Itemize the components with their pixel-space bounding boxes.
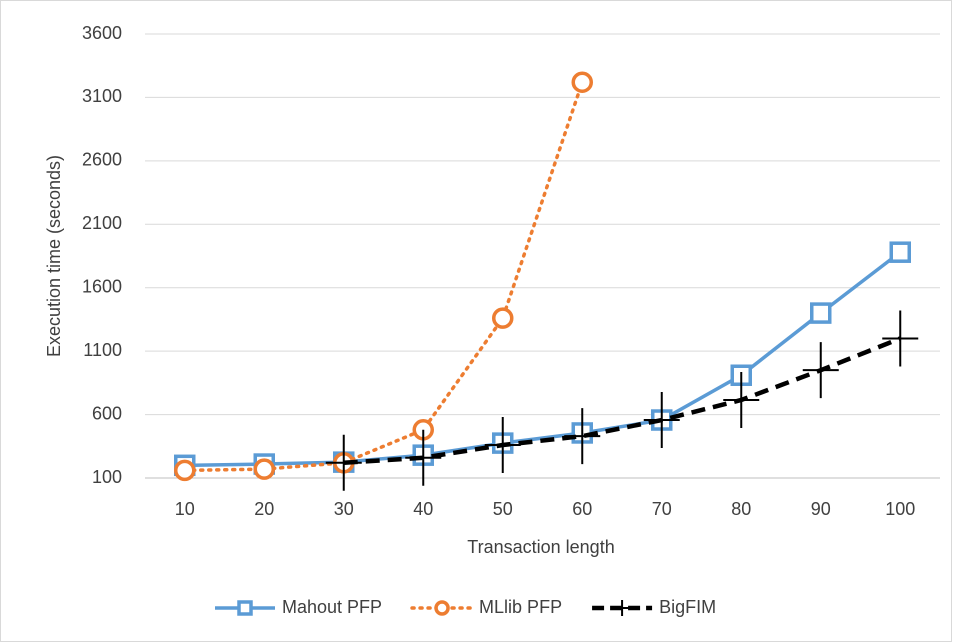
x-tick-label: 70 xyxy=(652,499,672,519)
data-point xyxy=(889,241,911,263)
data-point xyxy=(723,371,760,428)
legend-label: Mahout PFP xyxy=(282,597,382,617)
x-tick-label: 80 xyxy=(731,499,751,519)
y-tick-label: 600 xyxy=(92,403,122,423)
data-point xyxy=(405,429,442,486)
data-point xyxy=(564,408,601,465)
data-point xyxy=(643,392,680,449)
data-point xyxy=(571,71,593,93)
x-tick-label: 10 xyxy=(175,499,195,519)
data-point xyxy=(253,458,275,480)
y-tick-label: 1100 xyxy=(83,340,122,360)
legend-swatch-marker xyxy=(434,600,450,616)
data-point xyxy=(802,342,839,399)
data-point xyxy=(174,459,196,482)
legend-label: MLlib PFP xyxy=(479,597,562,617)
data-point xyxy=(492,307,514,329)
legend-label: BigFIM xyxy=(659,597,716,617)
data-point xyxy=(484,417,521,474)
series-line xyxy=(184,250,902,468)
x-tick-label: 90 xyxy=(811,499,831,519)
x-axis-title: Transaction length xyxy=(467,537,614,557)
y-tick-label: 100 xyxy=(92,467,122,487)
data-point xyxy=(882,310,919,367)
data-point xyxy=(325,434,362,491)
y-axis-title: Execution time (seconds) xyxy=(44,155,64,357)
x-tick-label: 60 xyxy=(572,499,592,519)
legend-swatch-marker xyxy=(614,600,631,616)
x-tick-label: 50 xyxy=(493,499,513,519)
series-line xyxy=(343,336,902,466)
y-tick-label: 2100 xyxy=(82,213,122,233)
y-tick-label: 3100 xyxy=(82,86,122,106)
y-tick-label: 1600 xyxy=(82,276,122,296)
x-tick-label: 30 xyxy=(334,499,354,519)
x-tick-label: 40 xyxy=(413,499,433,519)
y-tick-label: 2600 xyxy=(82,150,122,170)
y-tick-label: 3600 xyxy=(82,23,122,43)
x-tick-label: 20 xyxy=(254,499,274,519)
data-point xyxy=(810,302,832,324)
legend-swatch-marker xyxy=(237,600,253,616)
x-tick-label: 100 xyxy=(885,499,915,519)
series-line xyxy=(183,80,584,473)
